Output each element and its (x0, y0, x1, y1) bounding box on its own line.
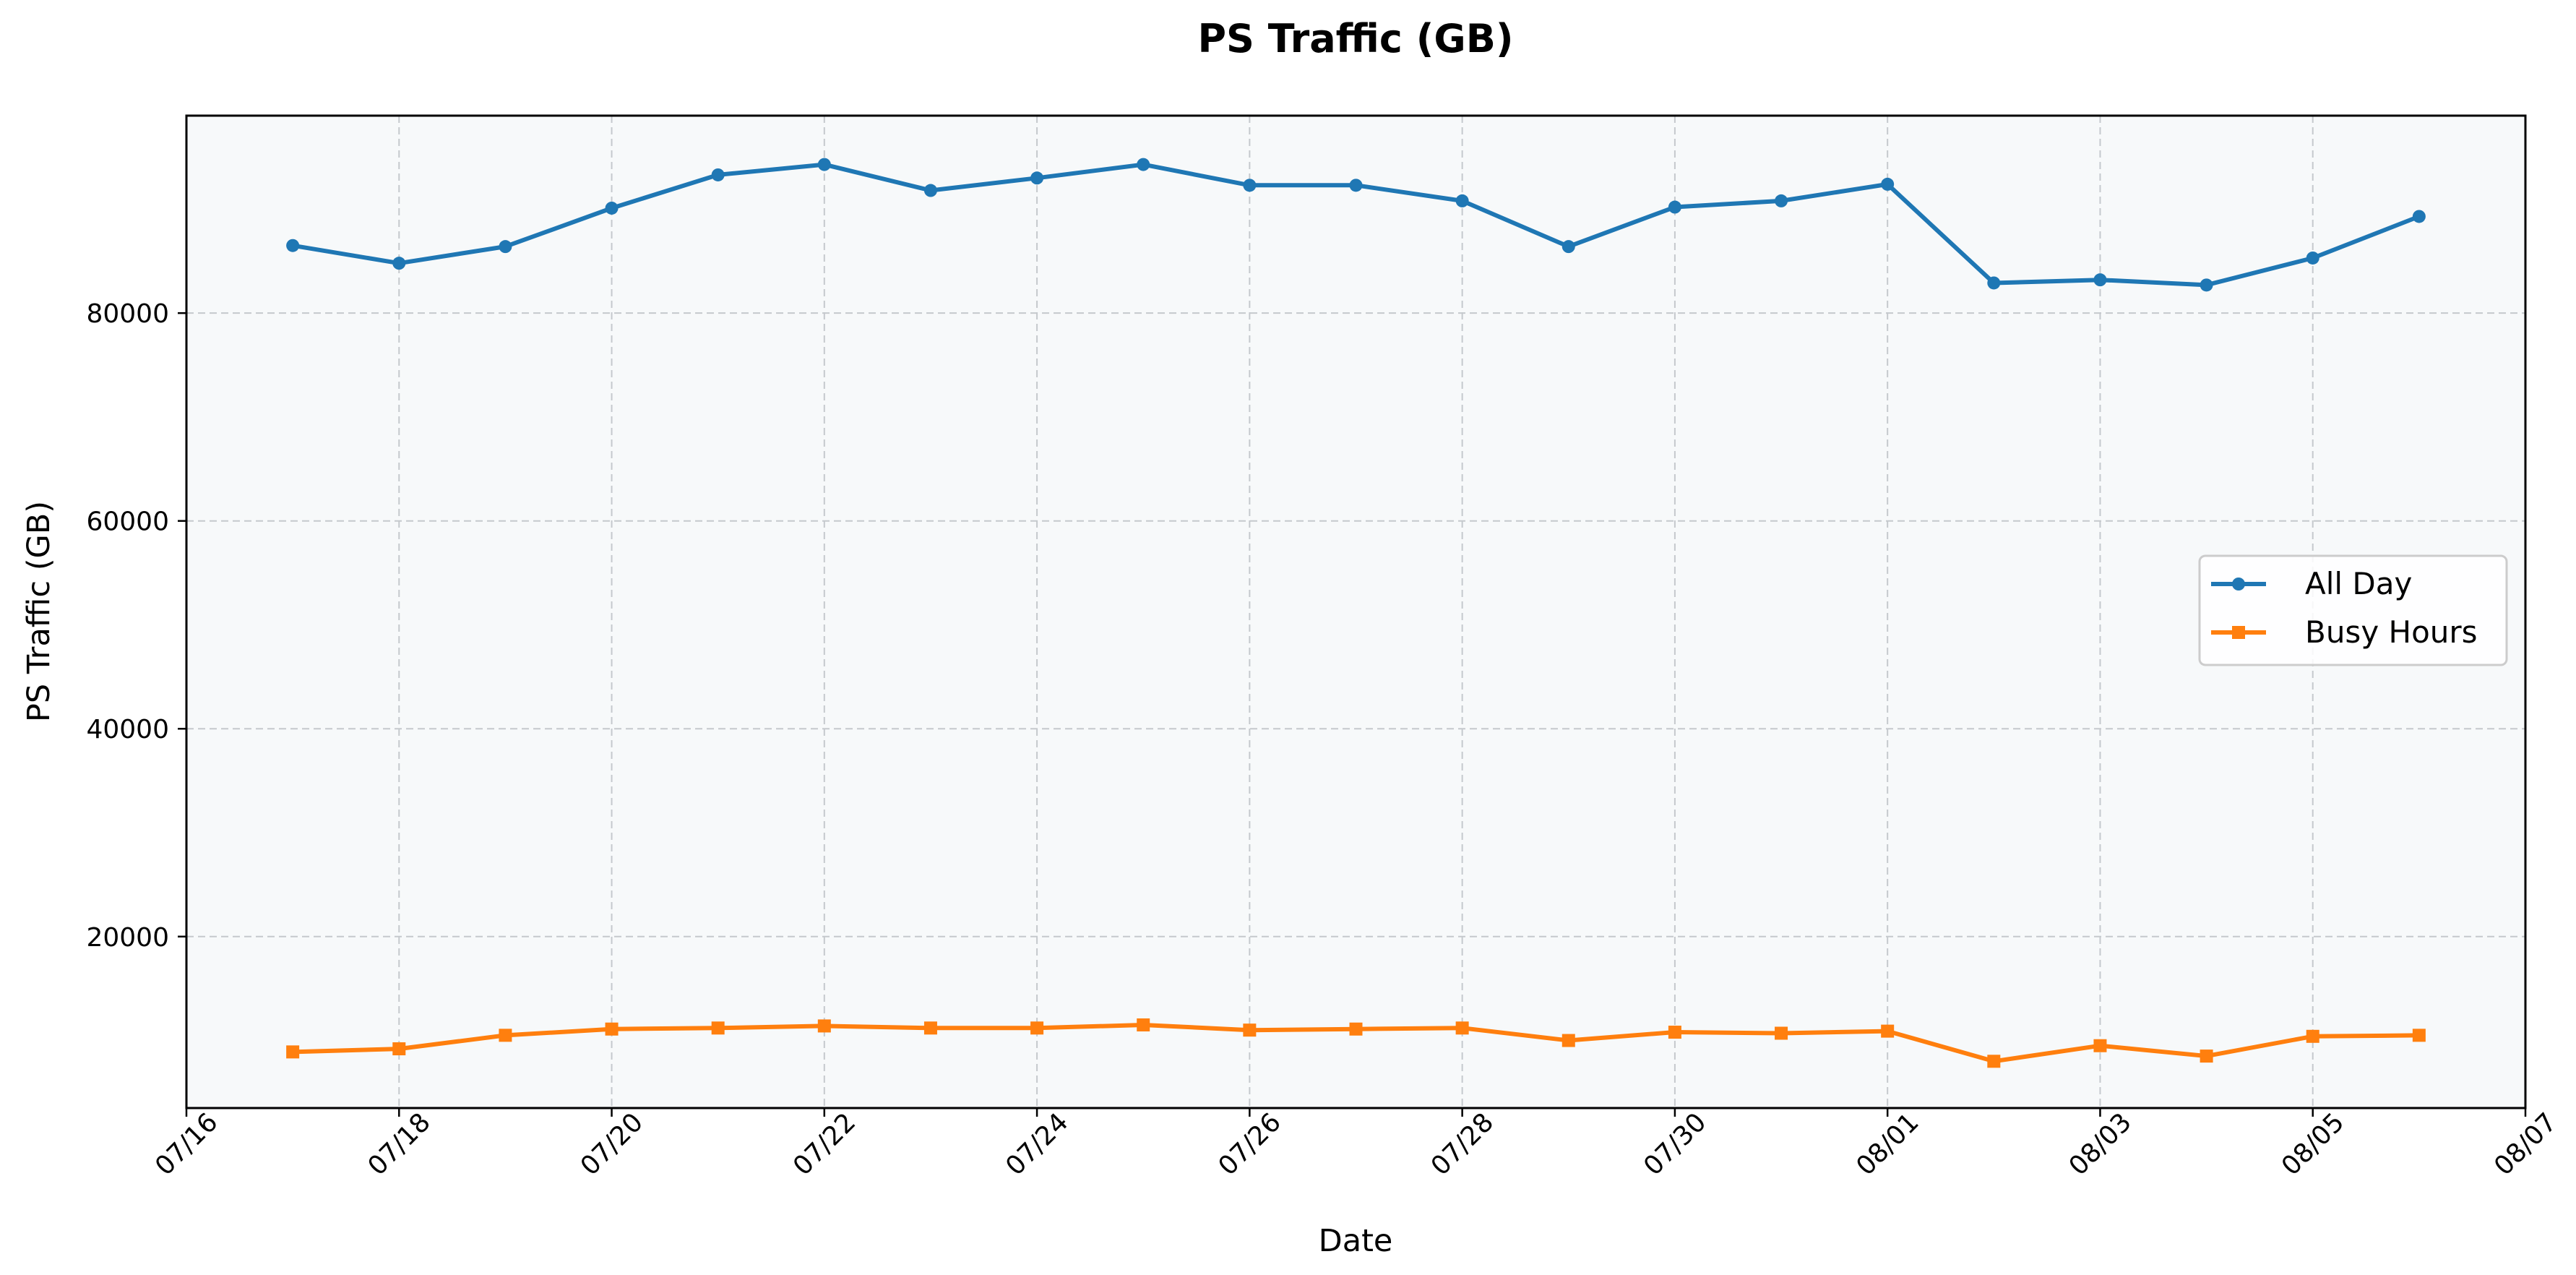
chart-title: PS Traffic (GB) (1197, 16, 1513, 61)
data-point-busy-hours (923, 1021, 937, 1035)
legend-marker-busy-hours (2232, 626, 2245, 639)
y-tick-label: 80000 (86, 299, 169, 329)
data-point-busy-hours (817, 1019, 831, 1033)
data-point-busy-hours (2306, 1029, 2319, 1043)
data-point-busy-hours (1137, 1018, 1150, 1031)
legend-box (2198, 554, 2508, 666)
data-point-all-day (286, 239, 300, 252)
y-tick-label: 40000 (86, 715, 169, 744)
data-point-all-day (711, 168, 725, 181)
data-point-busy-hours (1987, 1055, 2001, 1068)
data-point-busy-hours (1243, 1023, 1257, 1037)
data-point-all-day (1243, 179, 1257, 192)
data-point-busy-hours (605, 1022, 619, 1036)
data-point-all-day (1455, 194, 1469, 207)
data-point-all-day (392, 257, 406, 270)
data-point-busy-hours (1775, 1026, 1788, 1040)
data-point-all-day (1349, 179, 1363, 192)
legend-marker-all-day (2232, 578, 2245, 591)
data-point-busy-hours (1881, 1024, 1895, 1038)
data-point-all-day (499, 240, 512, 254)
y-axis-label: PS Traffic (GB) (21, 501, 57, 722)
data-point-busy-hours (1668, 1026, 1681, 1039)
data-point-all-day (2412, 210, 2426, 223)
data-point-all-day (2093, 273, 2107, 287)
legend-label-busy-hours: Busy Hours (2305, 614, 2478, 650)
data-point-all-day (923, 184, 937, 197)
data-point-busy-hours (286, 1045, 300, 1059)
legend: All Day Busy Hours (2198, 554, 2508, 666)
data-point-all-day (1987, 276, 2001, 290)
data-point-busy-hours (499, 1029, 512, 1042)
legend-label-all-day: All Day (2305, 566, 2412, 601)
y-tick-label: 20000 (86, 923, 169, 953)
data-point-busy-hours (2093, 1039, 2107, 1052)
data-point-busy-hours (1030, 1021, 1044, 1035)
data-point-all-day (2306, 251, 2319, 265)
data-point-busy-hours (392, 1042, 406, 1056)
data-point-all-day (1881, 177, 1895, 191)
data-point-all-day (817, 158, 831, 171)
data-point-busy-hours (2200, 1049, 2213, 1063)
data-point-all-day (1775, 194, 1788, 207)
data-point-busy-hours (2412, 1029, 2426, 1042)
data-point-busy-hours (711, 1021, 725, 1035)
x-axis-label: Date (1319, 1223, 1393, 1259)
data-point-all-day (2200, 278, 2213, 292)
data-point-all-day (1561, 240, 1575, 254)
data-point-all-day (1137, 158, 1150, 171)
data-point-all-day (605, 201, 619, 215)
data-point-busy-hours (1561, 1034, 1575, 1047)
series-group (286, 158, 2426, 1068)
data-point-all-day (1030, 171, 1044, 185)
plot-frame (185, 114, 2527, 1109)
plot-area (186, 116, 2525, 1108)
data-point-busy-hours (1349, 1022, 1363, 1036)
y-tick-label: 60000 (86, 507, 169, 537)
data-point-busy-hours (1455, 1021, 1469, 1035)
data-point-all-day (1668, 200, 1681, 214)
